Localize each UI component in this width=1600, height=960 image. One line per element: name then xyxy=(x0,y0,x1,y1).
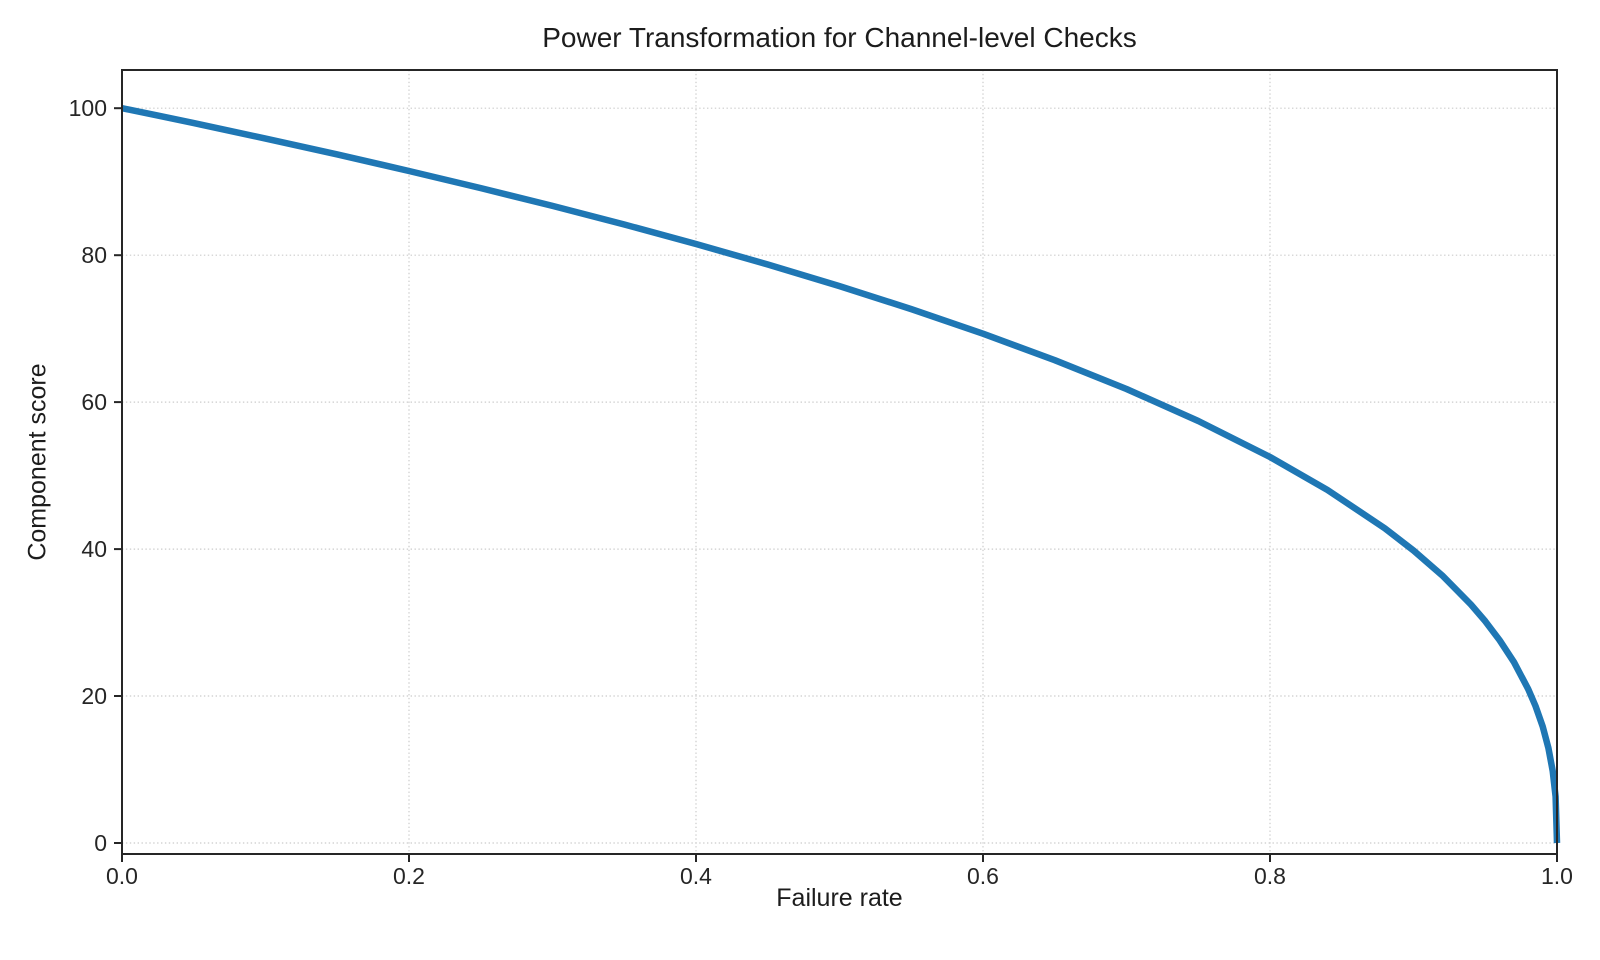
grid-layer xyxy=(121,70,1558,854)
x-tick-label: 0.4 xyxy=(680,863,712,889)
chart-title: Power Transformation for Channel-level C… xyxy=(542,22,1137,53)
x-tick-label: 0.2 xyxy=(393,863,425,889)
x-axis-label: Failure rate xyxy=(776,884,903,912)
x-tick-label: 0.8 xyxy=(1254,863,1286,889)
y-tick-label: 40 xyxy=(81,536,107,562)
curve-layer xyxy=(121,105,1561,844)
component-score-curve xyxy=(121,105,1561,844)
axes-layer: 0.0 0.2 0.4 0.6 0.8 1.0 0 20 40 60 80 100 xyxy=(69,69,1573,889)
y-tick-label: 20 xyxy=(81,683,107,709)
x-tick-label: 0.6 xyxy=(967,863,999,889)
y-tick-label: 100 xyxy=(69,95,107,121)
x-tick-label: 1.0 xyxy=(1541,863,1573,889)
y-tick-label: 60 xyxy=(81,389,107,415)
y-tick-label: 0 xyxy=(94,830,107,856)
plot-border xyxy=(121,69,1558,855)
y-tick-label: 80 xyxy=(81,242,107,268)
x-tick-label: 0.0 xyxy=(106,863,138,889)
